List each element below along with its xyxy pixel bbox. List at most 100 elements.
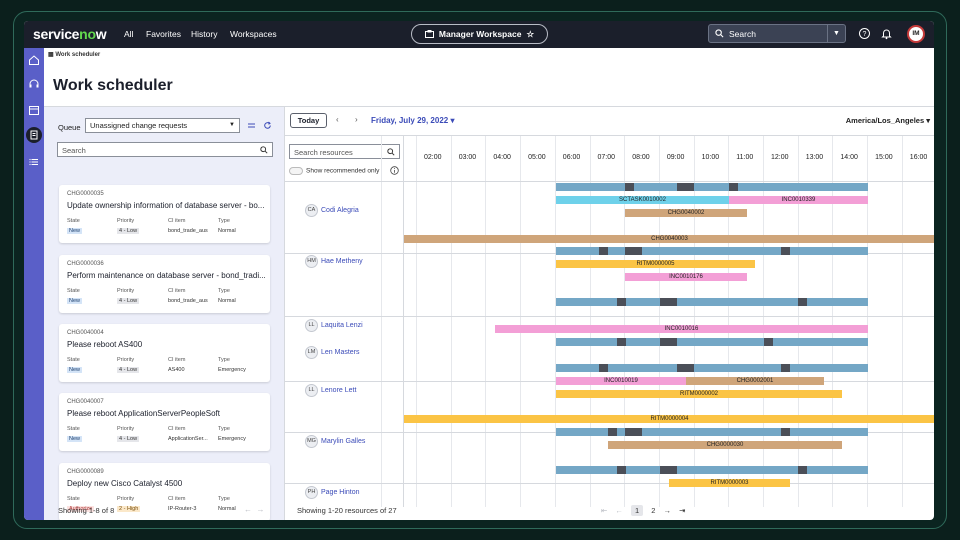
state-badge: New — [67, 298, 83, 304]
previous-page-icon[interactable]: ← — [615, 506, 623, 515]
state-label: State — [67, 496, 80, 502]
page-2-button[interactable]: 2 — [651, 506, 656, 515]
change-request-card[interactable]: CHG0040007 Please reboot ApplicationServe… — [59, 393, 270, 451]
filter-icon[interactable] — [247, 121, 256, 130]
queue-select[interactable]: Unassigned change requests ▼ — [85, 118, 240, 133]
hour-gridline — [728, 136, 730, 507]
queue-panel: Queue Unassigned change requests ▼ Searc… — [44, 107, 284, 520]
hour-label: 16:00 — [909, 154, 928, 161]
type-value: Emergency — [218, 436, 246, 442]
type-label: Type — [218, 496, 230, 502]
break-bar — [677, 183, 694, 191]
resource-name-link[interactable]: Page Hinton — [321, 489, 360, 496]
priority-label: Priority — [117, 218, 135, 224]
resource-name-link[interactable]: Codi Alegria — [321, 207, 359, 214]
hour-gridline — [520, 136, 522, 507]
resource-avatar: CA — [305, 204, 318, 217]
previous-day-icon[interactable]: ‹ — [336, 115, 339, 124]
queue-pager-arrows[interactable]: ← → — [244, 505, 265, 514]
task-bar[interactable]: CHG0040002 — [625, 209, 747, 217]
home-icon[interactable] — [27, 53, 41, 67]
clipboard-icon[interactable] — [26, 127, 42, 143]
help-icon[interactable]: ? — [858, 27, 871, 40]
task-bar[interactable]: RITM0000005 — [556, 260, 755, 268]
nav-workspaces[interactable]: Workspaces — [230, 29, 277, 39]
workspace-label: Manager Workspace — [438, 29, 522, 39]
hour-gridline — [797, 136, 799, 507]
change-request-card[interactable]: CHG0000035 Update ownership information o… — [59, 185, 270, 243]
task-bar[interactable]: CHG0002001 — [686, 377, 824, 385]
change-request-card[interactable]: CHG0000036 Perform maintenance on databas… — [59, 255, 270, 313]
resource-name-link[interactable]: Lenore Lett — [321, 387, 357, 394]
breadcrumb[interactable]: ▦ Work scheduler — [48, 52, 101, 58]
queue-label: Queue — [58, 123, 81, 132]
divider — [403, 136, 404, 507]
user-avatar[interactable]: IM — [907, 25, 925, 43]
break-bar — [677, 364, 694, 372]
task-bar[interactable]: SCTASK0010002 — [556, 196, 729, 204]
nav-all[interactable]: All — [124, 29, 134, 39]
toggle-switch[interactable] — [289, 167, 303, 175]
info-icon[interactable] — [390, 166, 399, 175]
hour-label: 02:00 — [424, 154, 442, 161]
task-bar[interactable]: RITM0000004 — [404, 415, 934, 423]
resource-name-link[interactable]: Hae Metheny — [321, 258, 363, 265]
task-bar[interactable]: INC0010176 — [625, 273, 747, 281]
task-bar[interactable]: CHG0040003 — [404, 235, 934, 243]
hour-label: 11:00 — [736, 154, 754, 161]
nav-favorites[interactable]: Favorites — [146, 29, 181, 39]
break-bar — [798, 298, 807, 306]
global-search[interactable]: Search ▼ — [708, 24, 846, 43]
list-icon[interactable] — [27, 155, 41, 169]
last-page-icon[interactable]: ⇥ — [679, 506, 686, 515]
show-recommended-toggle[interactable]: Show recommended only — [289, 167, 379, 175]
search-icon — [387, 148, 395, 156]
resource-pager[interactable]: ⇤ ← 1 2 → ⇥ — [601, 505, 691, 516]
next-day-icon[interactable]: › — [355, 115, 358, 124]
hour-gridline — [624, 136, 626, 507]
break-bar — [660, 338, 677, 346]
resource-name-link[interactable]: Marylin Galles — [321, 438, 366, 445]
refresh-icon[interactable] — [263, 121, 272, 130]
today-button[interactable]: Today — [290, 113, 327, 128]
next-page-icon[interactable]: → — [663, 506, 672, 515]
calendar-icon[interactable] — [27, 103, 41, 117]
row-divider — [285, 316, 934, 317]
nav-history[interactable]: History — [191, 29, 218, 39]
search-scope-dropdown[interactable]: ▼ — [827, 25, 845, 42]
star-icon[interactable]: ☆ — [526, 28, 535, 39]
row-divider — [285, 181, 934, 182]
resource-name-link[interactable]: Len Masters — [321, 349, 360, 356]
date-picker[interactable]: Friday, July 29, 2022 ▾ — [371, 116, 455, 125]
hour-gridline — [763, 136, 764, 507]
change-request-card[interactable]: CHG0040004 Please reboot AS400 State Priori… — [59, 324, 270, 382]
break-bar — [781, 364, 790, 372]
task-bar[interactable]: RITM0000002 — [556, 390, 842, 398]
hour-gridline — [485, 136, 487, 507]
page-1-button[interactable]: 1 — [630, 505, 644, 516]
workspace-switcher[interactable]: Manager Workspace ☆ — [411, 24, 548, 44]
shift-bar — [556, 428, 868, 436]
task-bar[interactable]: CHG0000030 — [608, 441, 842, 449]
left-rail — [24, 48, 44, 520]
task-bar[interactable]: RITM0000003 — [669, 479, 790, 487]
task-bar[interactable]: INC0010339 — [729, 196, 868, 204]
priority-badge: 4 - Low — [117, 228, 140, 234]
servicenow-logo[interactable]: servicenow — [33, 26, 107, 42]
type-value: Emergency — [218, 367, 246, 373]
resource-search-input[interactable]: Search resources — [289, 144, 400, 159]
timezone-select[interactable]: America/Los_Angeles ▾ — [845, 116, 930, 125]
hour-gridline — [381, 136, 383, 507]
first-page-icon[interactable]: ⇤ — [601, 506, 608, 515]
headset-icon[interactable] — [27, 77, 41, 91]
notifications-bell-icon[interactable] — [880, 27, 893, 40]
task-bar[interactable]: INC0010016 — [495, 325, 868, 333]
break-bar — [625, 183, 634, 191]
hour-label: 13:00 — [805, 154, 824, 161]
break-bar — [617, 338, 626, 346]
change-request-card[interactable]: CHG0000089 Deploy new Cisco Catalyst 4500… — [59, 463, 270, 520]
task-bar[interactable]: INC0010019 — [556, 377, 686, 385]
state-badge: Authorize — [67, 506, 95, 512]
queue-search-input[interactable]: Search — [57, 142, 273, 157]
resource-name-link[interactable]: Laquita Lenzi — [321, 322, 363, 329]
